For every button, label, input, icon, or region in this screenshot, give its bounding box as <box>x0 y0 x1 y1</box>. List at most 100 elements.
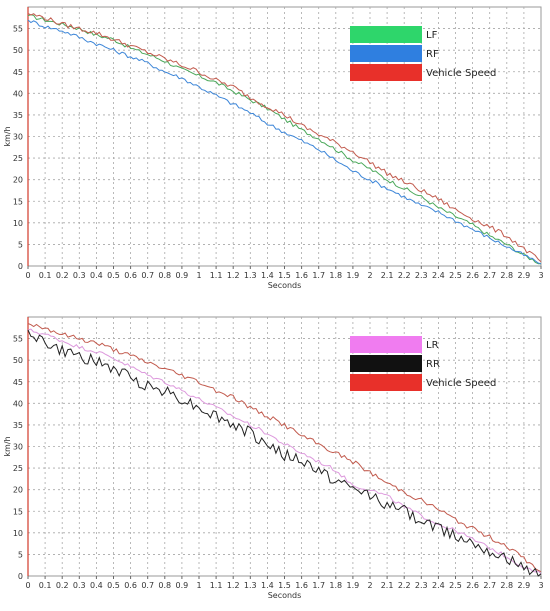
chart1-x-tick-label: 1.4 <box>261 581 274 590</box>
chart1-legend-swatch-vehicle-speed <box>350 374 422 391</box>
chart1-x-tick-label: 2.2 <box>398 581 411 590</box>
chart1-legend-swatch-rr <box>350 355 422 372</box>
chart0-x-tick-label: 0.9 <box>176 271 189 280</box>
chart1-x-tick-label: 1.9 <box>347 581 360 590</box>
chart1-y-tick-label: 0 <box>18 572 23 581</box>
chart0-x-tick-label: 3 <box>538 271 543 280</box>
chart1-x-tick-label: 1 <box>196 581 201 590</box>
chart0-x-tick-label: 1.2 <box>227 271 240 280</box>
rear-wheel-speed-chart: 0 0.1 0.2 0.3 0.4 0.5 0.6 0.7 0.8 0.9 1 1.1 1.2 1.3 1.… <box>0 310 550 607</box>
chart0-x-tick-label: 1.1 <box>210 271 223 280</box>
rear-wheel-speed-chart-svg: 0 0.1 0.2 0.3 0.4 0.5 0.6 0.7 0.8 0.9 1 1.1 1.2 1.3 1.… <box>3 316 544 600</box>
chart1-x-tick-label: 2.6 <box>466 581 479 590</box>
front-wheel-speed-chart-svg: 0 0.1 0.2 0.3 0.4 0.5 0.6 0.7 0.8 0.9 1 1.1 1.2 1.3 1.… <box>3 6 544 290</box>
chart0-x-tick-label: 1.3 <box>244 271 257 280</box>
chart0-x-tick-label: 1.7 <box>312 271 325 280</box>
chart0-y-tick-label: 45 <box>13 68 23 77</box>
chart0-y-tick-label: 40 <box>13 89 23 98</box>
chart0-x-tick-label: 0.6 <box>124 271 137 280</box>
front-wheel-speed-chart: 0 0.1 0.2 0.3 0.4 0.5 0.6 0.7 0.8 0.9 1 1.1 1.2 1.3 1.… <box>0 0 550 300</box>
chart1-x-tick-label: 2.8 <box>500 581 513 590</box>
chart1-x-tick-label: 2.9 <box>518 581 531 590</box>
chart0-x-tick-label: 1.9 <box>347 271 360 280</box>
chart0-x-axis-label: Seconds <box>268 281 302 290</box>
chart0-y-tick-label: 0 <box>18 262 23 271</box>
chart1-x-tick-label: 1.3 <box>244 581 257 590</box>
chart1-x-tick-label: 0 <box>25 581 30 590</box>
chart0-x-tick-label: 2.9 <box>518 271 531 280</box>
chart0-y-tick-label: 25 <box>13 154 23 163</box>
chart0-x-tick-label: 0.4 <box>90 271 103 280</box>
chart1-x-tick-label: 1.5 <box>278 581 291 590</box>
chart0-x-tick-label: 0.5 <box>107 271 120 280</box>
chart0-y-tick-label: 30 <box>13 133 23 142</box>
chart0-y-tick-label: 5 <box>18 240 23 249</box>
chart1-y-tick-label: 20 <box>13 486 23 495</box>
chart0-x-tick-label: 2.7 <box>483 271 496 280</box>
chart1-x-tick-label: 1.8 <box>329 581 342 590</box>
chart0-x-tick-label: 0.7 <box>141 271 154 280</box>
chart1-x-tick-label: 0.6 <box>124 581 137 590</box>
chart0-x-tick-label: 1.5 <box>278 271 291 280</box>
chart1-y-tick-label: 10 <box>13 529 23 538</box>
chart0-y-tick-label: 15 <box>13 197 23 206</box>
chart1-x-tick-label: 2.7 <box>483 581 496 590</box>
chart0-legend-swatch-vehicle-speed <box>350 64 422 81</box>
chart1-x-tick-label: 1.6 <box>295 581 308 590</box>
chart1-x-tick-label: 0.9 <box>176 581 189 590</box>
chart1-y-tick-label: 25 <box>13 464 23 473</box>
chart1-y-tick-label: 5 <box>18 550 23 559</box>
chart1-x-tick-label: 1.2 <box>227 581 240 590</box>
chart1-x-tick-label: 1.1 <box>210 581 223 590</box>
chart0-y-tick-label: 55 <box>13 25 23 34</box>
chart0-x-tick-label: 0.3 <box>73 271 86 280</box>
chart0-x-tick-label: 2.8 <box>500 271 513 280</box>
chart1-y-tick-label: 55 <box>13 335 23 344</box>
chart1-x-tick-label: 2.4 <box>432 581 445 590</box>
chart0-legend-label-rf: RF <box>426 49 439 60</box>
chart0-x-tick-label: 2.2 <box>398 271 411 280</box>
chart0-x-tick-label: 0.8 <box>158 271 171 280</box>
chart1-y-tick-label: 35 <box>13 421 23 430</box>
chart0-x-tick-label: 2.3 <box>415 271 428 280</box>
chart1-x-tick-label: 0.8 <box>158 581 171 590</box>
chart1-series-rr-line <box>27 329 542 577</box>
chart1-y-tick-label: 45 <box>13 378 23 387</box>
chart0-y-tick-label: 20 <box>13 176 23 185</box>
chart0-series-vehicle-speed-line <box>27 13 542 263</box>
chart1-series-vehicle-speed-line <box>27 323 542 573</box>
chart1-legend-label-lr: LR <box>426 340 439 351</box>
chart1-x-tick-label: 2 <box>367 581 372 590</box>
chart1-y-tick-label: 30 <box>13 443 23 452</box>
chart1-y-axis-label: km/h <box>3 436 12 456</box>
chart0-y-axis-label: km/h <box>3 126 12 146</box>
chart1-legend-label-vehicle-speed: Vehicle Speed <box>426 378 496 389</box>
chart0-x-tick-label: 1 <box>196 271 201 280</box>
chart0-y-tick-label: 35 <box>13 111 23 120</box>
chart1-x-tick-label: 0.5 <box>107 581 120 590</box>
chart0-x-tick-label: 0.1 <box>39 271 52 280</box>
chart1-x-tick-label: 0.1 <box>39 581 52 590</box>
chart1-x-axis-label: Seconds <box>268 591 302 600</box>
chart1-x-tick-label: 0.4 <box>90 581 103 590</box>
chart0-x-tick-label: 2.6 <box>466 271 479 280</box>
chart1-x-tick-label: 0.7 <box>141 581 154 590</box>
chart1-x-tick-label: 2.5 <box>449 581 462 590</box>
chart0-x-tick-label: 2 <box>367 271 372 280</box>
chart1-x-tick-label: 1.7 <box>312 581 325 590</box>
chart1-x-tick-label: 2.1 <box>381 581 394 590</box>
chart1-y-tick-label: 15 <box>13 507 23 516</box>
chart0-y-tick-label: 50 <box>13 46 23 55</box>
chart0-x-tick-label: 1.6 <box>295 271 308 280</box>
chart0-x-tick-label: 0.2 <box>56 271 69 280</box>
chart1-y-tick-label: 50 <box>13 356 23 365</box>
chart1-series-lr-line <box>27 328 542 575</box>
chart0-y-tick-label: 10 <box>13 219 23 228</box>
chart1-y-tick-label: 40 <box>13 399 23 408</box>
chart1-x-tick-label: 0.3 <box>73 581 86 590</box>
chart1-x-tick-label: 2.3 <box>415 581 428 590</box>
chart0-legend-label-vehicle-speed: Vehicle Speed <box>426 68 496 79</box>
chart1-x-tick-label: 0.2 <box>56 581 69 590</box>
chart0-legend-label-lf: LF <box>426 30 438 41</box>
chart0-x-tick-label: 0 <box>25 271 30 280</box>
